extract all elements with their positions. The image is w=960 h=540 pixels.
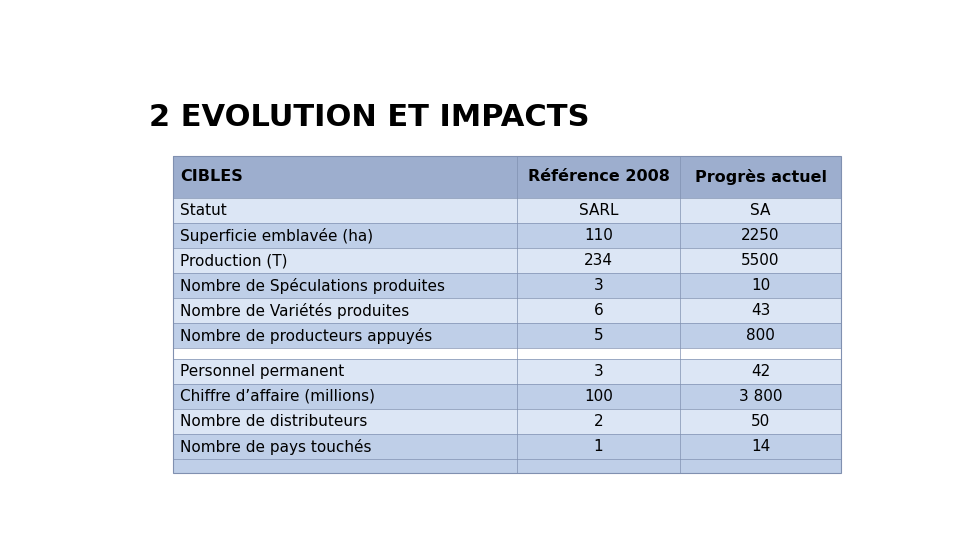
- Bar: [173, 223, 516, 248]
- Text: Nombre de distributeurs: Nombre de distributeurs: [180, 414, 368, 429]
- Text: 14: 14: [751, 439, 770, 454]
- Bar: [516, 156, 681, 198]
- Bar: [173, 248, 516, 273]
- Bar: [681, 323, 841, 348]
- Text: 110: 110: [584, 228, 613, 243]
- Text: Progrès actuel: Progrès actuel: [695, 169, 827, 185]
- Bar: [681, 384, 841, 409]
- Text: 1: 1: [594, 439, 604, 454]
- Bar: [516, 359, 681, 384]
- Bar: [681, 409, 841, 434]
- Bar: [173, 359, 516, 384]
- Text: 800: 800: [746, 328, 775, 343]
- Bar: [681, 359, 841, 384]
- Text: Nombre de pays touchés: Nombre de pays touchés: [180, 438, 372, 455]
- Bar: [516, 434, 681, 459]
- Bar: [173, 348, 516, 359]
- Text: 42: 42: [751, 364, 770, 379]
- Bar: [681, 298, 841, 323]
- Bar: [516, 248, 681, 273]
- Bar: [173, 409, 516, 434]
- Bar: [173, 156, 516, 198]
- Text: 3: 3: [593, 278, 604, 293]
- Text: CIBLES: CIBLES: [180, 170, 243, 184]
- Text: Nombre de Spéculations produites: Nombre de Spéculations produites: [180, 278, 445, 294]
- Text: 3 800: 3 800: [739, 389, 782, 404]
- Bar: [681, 198, 841, 223]
- Text: 6: 6: [593, 303, 604, 318]
- Bar: [173, 198, 516, 223]
- Bar: [173, 434, 516, 459]
- Bar: [516, 298, 681, 323]
- Text: 50: 50: [751, 414, 770, 429]
- Bar: [516, 223, 681, 248]
- Bar: [681, 223, 841, 248]
- Bar: [516, 384, 681, 409]
- Bar: [173, 323, 516, 348]
- Bar: [516, 409, 681, 434]
- Bar: [681, 248, 841, 273]
- Text: 234: 234: [584, 253, 613, 268]
- Bar: [173, 298, 516, 323]
- Text: 2: 2: [594, 414, 604, 429]
- Text: Personnel permanent: Personnel permanent: [180, 364, 345, 379]
- Bar: [516, 348, 681, 359]
- Text: 100: 100: [584, 389, 613, 404]
- Text: Référence 2008: Référence 2008: [528, 170, 669, 184]
- Bar: [516, 459, 681, 473]
- Text: Superficie emblavée (ha): Superficie emblavée (ha): [180, 227, 373, 244]
- Text: Statut: Statut: [180, 203, 228, 218]
- Bar: [516, 323, 681, 348]
- Bar: [173, 273, 516, 298]
- Bar: [516, 198, 681, 223]
- Text: Nombre de Variétés produites: Nombre de Variétés produites: [180, 302, 410, 319]
- Text: Production (T): Production (T): [180, 253, 288, 268]
- Bar: [173, 384, 516, 409]
- Text: 10: 10: [751, 278, 770, 293]
- Text: Chiffre d’affaire (millions): Chiffre d’affaire (millions): [180, 389, 375, 404]
- Text: 3: 3: [593, 364, 604, 379]
- Bar: [681, 459, 841, 473]
- Bar: [173, 156, 841, 473]
- Bar: [516, 273, 681, 298]
- Text: 43: 43: [751, 303, 770, 318]
- Text: 2250: 2250: [741, 228, 780, 243]
- Bar: [681, 434, 841, 459]
- Text: Nombre de producteurs appuyés: Nombre de producteurs appuyés: [180, 328, 433, 343]
- Text: 5500: 5500: [741, 253, 780, 268]
- Text: SA: SA: [751, 203, 771, 218]
- Text: SARL: SARL: [579, 203, 618, 218]
- Bar: [681, 156, 841, 198]
- Text: 5: 5: [594, 328, 604, 343]
- Bar: [173, 459, 516, 473]
- Bar: [681, 348, 841, 359]
- Text: 2 EVOLUTION ET IMPACTS: 2 EVOLUTION ET IMPACTS: [150, 103, 590, 132]
- Bar: [681, 273, 841, 298]
